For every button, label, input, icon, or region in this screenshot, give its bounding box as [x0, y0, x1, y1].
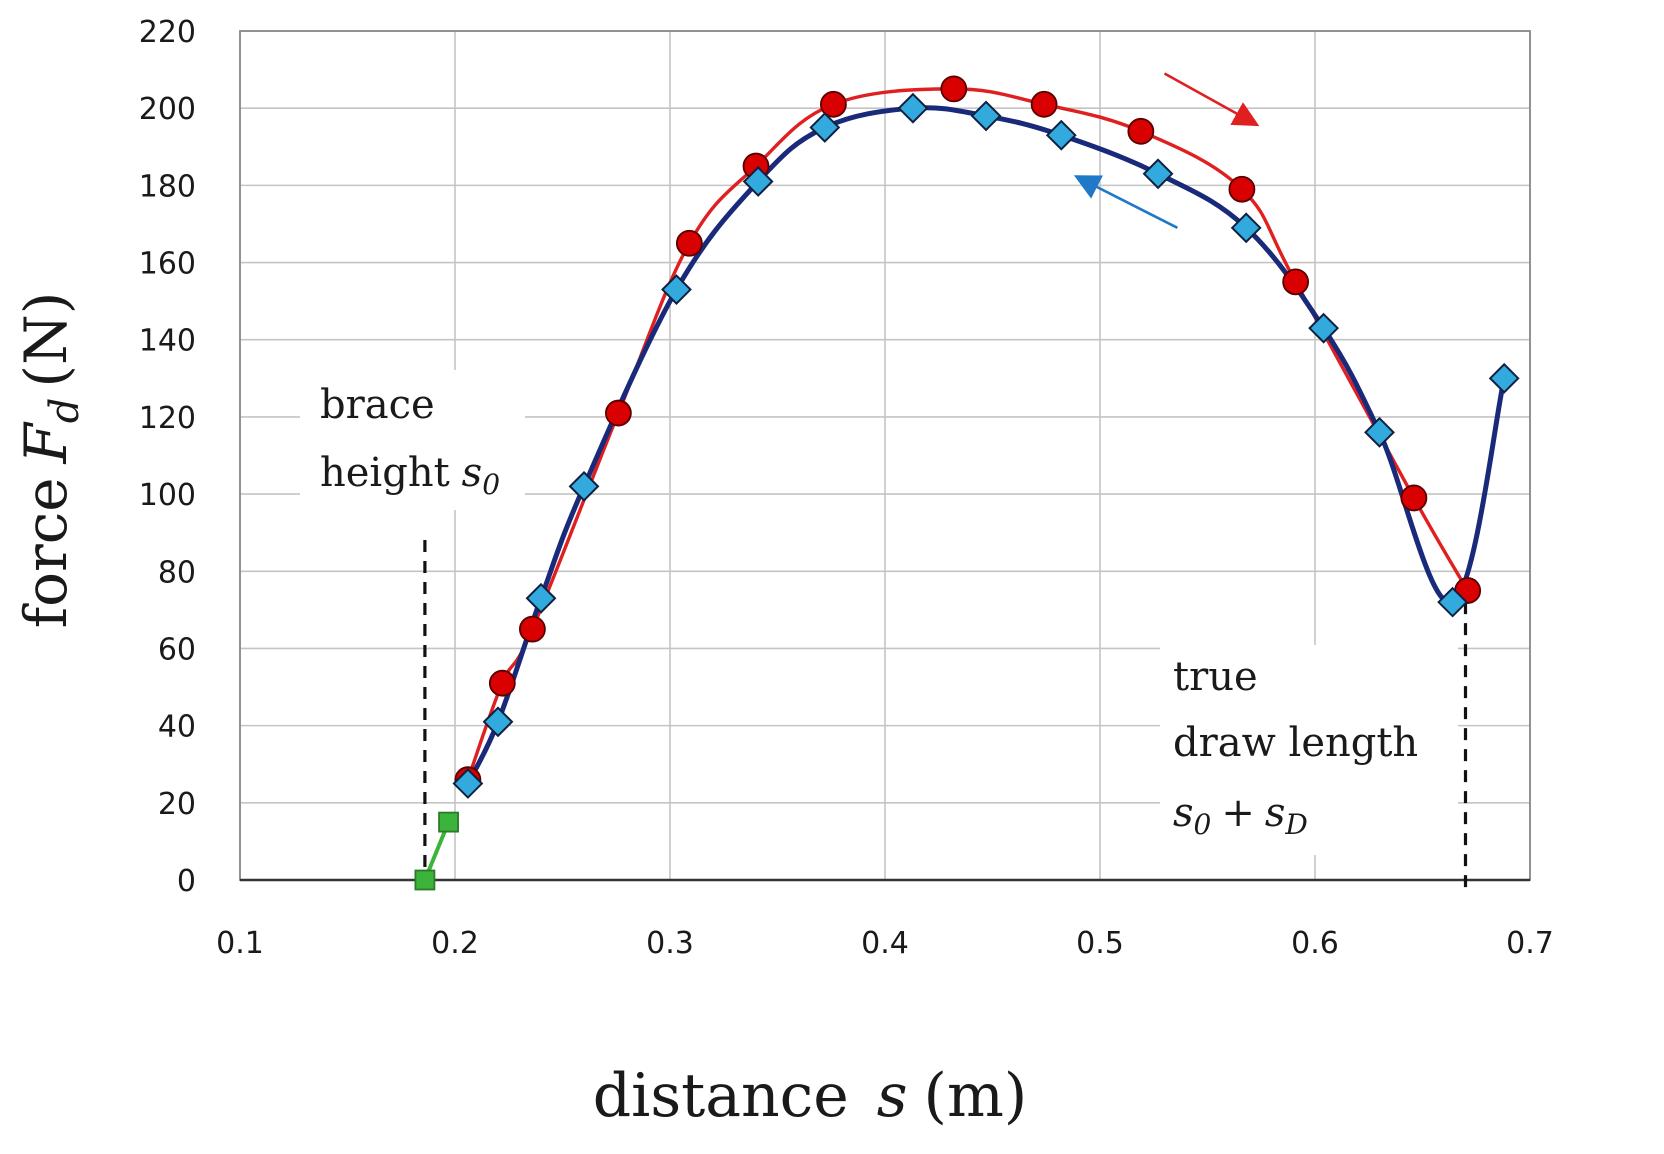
- y-tick-label: 180: [139, 169, 196, 204]
- data-point: [742, 166, 774, 197]
- x-tick-label: 0.5: [1076, 926, 1124, 961]
- y-tick-label: 40: [158, 710, 196, 745]
- x-tick-label: 0.7: [1506, 926, 1554, 961]
- y-tick-labels: 0 20 40 60 80 100 120 140 160 180 200 220: [139, 15, 196, 899]
- markers-circle: [454, 75, 1482, 794]
- data-point: [1308, 312, 1340, 344]
- x-tick-labels: 0.1 0.2 0.3 0.4 0.5 0.6 0.7: [216, 926, 1554, 961]
- y-tick-label: 100: [139, 478, 196, 513]
- x-tick-label: 0.1: [216, 926, 264, 961]
- y-tick-label: 60: [158, 632, 196, 667]
- x-tick-label: 0.4: [861, 926, 909, 961]
- y-tick-label: 80: [158, 555, 196, 590]
- data-point: [661, 274, 692, 305]
- y-tick-label: 200: [139, 92, 196, 127]
- data-point: [568, 470, 600, 502]
- data-point: [1400, 484, 1428, 512]
- y-axis-title: forceFd(N): [12, 292, 88, 629]
- data-point: [1142, 158, 1174, 190]
- data-point: [970, 100, 1002, 132]
- data-point: [1437, 586, 1469, 618]
- data-point: [519, 615, 546, 643]
- plot-frame: [239, 30, 1531, 882]
- data-point: [1488, 362, 1520, 394]
- reference-lines: [423, 540, 1468, 894]
- y-tick-label: 20: [158, 787, 196, 822]
- direction-arrows: [1073, 72, 1260, 229]
- data-point: [1228, 175, 1256, 203]
- x-tick-label: 0.3: [646, 926, 694, 961]
- brace-label-line2: height s0: [320, 450, 500, 501]
- y-tick-label: 140: [139, 324, 196, 359]
- y-tick-label: 220: [139, 15, 196, 50]
- data-point: [438, 811, 459, 833]
- data-point: [1364, 416, 1395, 448]
- data-point: [940, 75, 968, 103]
- draw-label-line1: true: [1173, 654, 1258, 700]
- y-tick-label: 0: [177, 864, 196, 899]
- data-point: [488, 669, 516, 697]
- release-direction-arrow: [1073, 175, 1178, 229]
- markers-square: [414, 811, 459, 891]
- x-tick-label: 0.2: [431, 926, 479, 961]
- markers-diamond: [452, 92, 1520, 799]
- data-point: [809, 112, 841, 143]
- series: [414, 75, 1520, 891]
- x-axis-title: distance s (m): [593, 1061, 1028, 1131]
- x-tick-label: 0.6: [1291, 926, 1339, 961]
- draw-length-annotation: true draw length s0 + sD: [1160, 645, 1458, 855]
- brace-label-line1: brace: [320, 382, 435, 428]
- data-point: [414, 869, 436, 891]
- data-point: [1282, 268, 1310, 296]
- y-tick-label: 160: [139, 247, 196, 282]
- data-point: [525, 582, 557, 614]
- data-point: [675, 229, 703, 257]
- draw-label-line2: draw length: [1173, 720, 1418, 766]
- y-tick-label: 120: [139, 401, 196, 436]
- data-point: [482, 706, 514, 738]
- data-point: [897, 92, 929, 124]
- data-point: [452, 768, 484, 799]
- data-point: [1127, 117, 1155, 145]
- data-point: [605, 399, 632, 427]
- data-point: [1030, 90, 1058, 118]
- data-point: [1230, 212, 1262, 244]
- draw-label-line3: s0 + sD: [1173, 790, 1308, 841]
- draw-direction-arrow: [1163, 72, 1260, 127]
- brace-height-annotation: brace height s0: [300, 370, 525, 510]
- data-point: [1045, 119, 1077, 151]
- data-point: [820, 90, 847, 118]
